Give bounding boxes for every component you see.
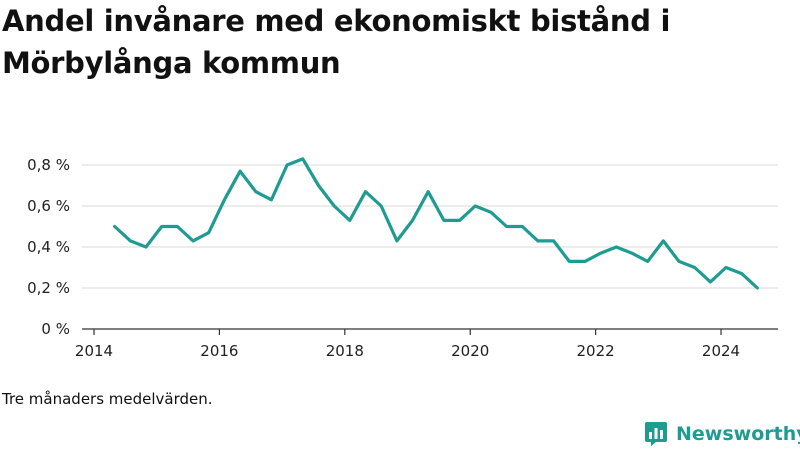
chart-title: Andel invånare med ekonomiskt bistånd i …	[2, 4, 671, 80]
series-layer	[113, 157, 760, 290]
x-axis-tick-labels: 2014 2016 2018 2020 2022 2024	[75, 342, 740, 360]
y-tick-label: 0,6 %	[27, 197, 70, 215]
footnote: Tre månaders medelvärden.	[2, 390, 213, 408]
y-tick-label: 0,2 %	[27, 279, 70, 297]
x-tick-label: 2016	[200, 342, 238, 360]
x-tick-label: 2014	[75, 342, 113, 360]
x-axis	[82, 328, 778, 335]
brand-name: Newsworthy	[676, 423, 800, 445]
x-tick-label: 2020	[451, 342, 489, 360]
x-tick-label: 2022	[577, 342, 615, 360]
newsworthy-logo-icon	[645, 422, 667, 446]
y-tick-label: 0,4 %	[27, 238, 70, 256]
series-line	[113, 157, 760, 290]
y-axis-tick-labels: 0 % 0,2 % 0,4 % 0,6 % 0,8 %	[27, 156, 70, 338]
gridlines	[82, 164, 778, 289]
x-tick-label: 2024	[702, 342, 740, 360]
y-tick-label: 0 %	[41, 320, 70, 338]
y-tick-label: 0,8 %	[27, 156, 70, 174]
x-tick-label: 2018	[326, 342, 364, 360]
brand-logo[interactable]: Newsworthy	[644, 420, 800, 448]
